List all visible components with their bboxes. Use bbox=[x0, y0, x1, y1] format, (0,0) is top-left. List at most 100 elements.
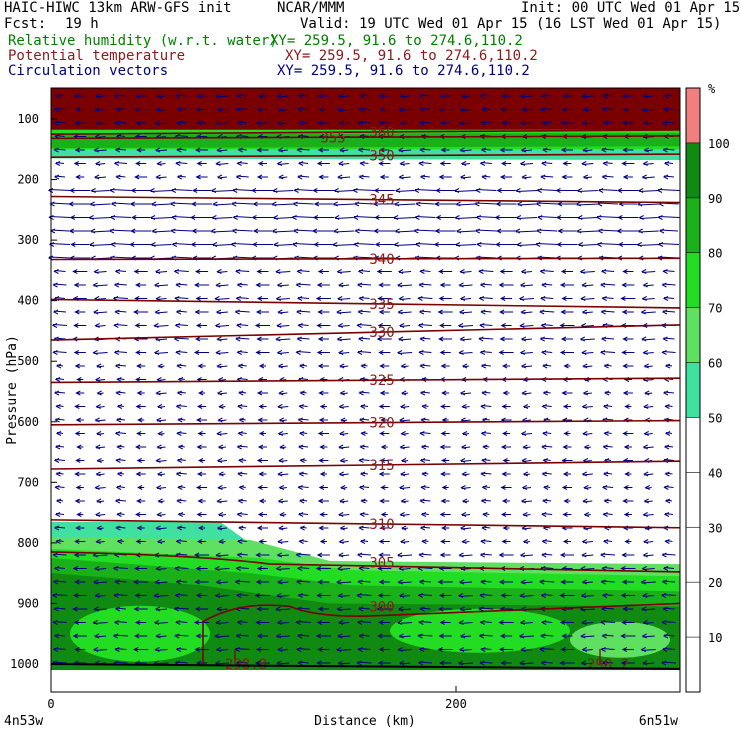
wind-vector bbox=[500, 323, 512, 328]
wind-vector bbox=[133, 309, 149, 315]
wind-vector bbox=[597, 188, 618, 193]
wind-vector bbox=[437, 647, 453, 652]
wind-vector bbox=[116, 471, 124, 477]
wind-vector bbox=[559, 282, 574, 288]
wind-vector bbox=[235, 107, 249, 112]
wind-vector bbox=[480, 498, 491, 504]
wind-vector bbox=[296, 566, 310, 571]
wind-vector bbox=[340, 485, 348, 490]
wind-vector bbox=[339, 458, 348, 463]
valid-time: Valid: 19 UTC Wed 01 Apr 15 (16 LST Wed … bbox=[300, 16, 722, 32]
wind-vector bbox=[237, 404, 248, 409]
wind-vector bbox=[216, 269, 228, 274]
wind-vector bbox=[459, 606, 472, 612]
wind-vector bbox=[379, 174, 389, 180]
wind-vector bbox=[297, 161, 309, 166]
wind-vector bbox=[359, 444, 369, 450]
wind-vector bbox=[256, 174, 268, 180]
wind-vector bbox=[542, 431, 552, 436]
wind-vector bbox=[256, 525, 268, 531]
wind-vector bbox=[643, 120, 654, 126]
wind-vector bbox=[623, 512, 632, 517]
wind-vector bbox=[149, 215, 173, 220]
wind-vector bbox=[134, 633, 148, 639]
wind-vector bbox=[380, 417, 389, 423]
wind-vector bbox=[537, 215, 557, 220]
wind-vector bbox=[336, 269, 351, 274]
wind-vector bbox=[215, 647, 228, 652]
wind-vector bbox=[498, 552, 514, 558]
wind-vector bbox=[114, 431, 126, 436]
wind-vector bbox=[643, 431, 653, 436]
wind-vector bbox=[581, 309, 593, 315]
wind-vector bbox=[256, 566, 268, 571]
wind-vector bbox=[250, 188, 274, 193]
wind-vector bbox=[581, 539, 593, 544]
wind-vector bbox=[638, 188, 659, 193]
wind-vector bbox=[153, 350, 169, 355]
wind-vector bbox=[48, 215, 71, 220]
wind-vector bbox=[359, 539, 369, 544]
wind-vector bbox=[480, 431, 491, 436]
wind-vector bbox=[541, 552, 553, 558]
wind-vector bbox=[399, 93, 410, 99]
wind-vector bbox=[337, 107, 351, 112]
wind-vector bbox=[581, 620, 594, 625]
wind-vector bbox=[642, 282, 654, 288]
wind-vector bbox=[638, 215, 658, 220]
wind-vector bbox=[113, 350, 127, 355]
wind-vector bbox=[191, 228, 212, 234]
wind-vector bbox=[418, 161, 432, 166]
wind-vector bbox=[602, 120, 613, 126]
wind-vector bbox=[174, 566, 189, 571]
wind-vector bbox=[457, 593, 474, 598]
wind-vector bbox=[291, 242, 315, 247]
wind-vector bbox=[114, 269, 126, 274]
wind-vector bbox=[114, 498, 126, 504]
wind-vector bbox=[337, 593, 350, 598]
wind-vector bbox=[318, 107, 329, 112]
wind-vector bbox=[177, 444, 185, 450]
wind-vector bbox=[195, 323, 208, 328]
wind-vector bbox=[357, 120, 371, 126]
wind-vector bbox=[393, 242, 416, 247]
wind-vector bbox=[561, 107, 573, 112]
wind-vector bbox=[154, 269, 168, 274]
wind-vector bbox=[661, 309, 676, 315]
wind-vector bbox=[74, 498, 85, 504]
wind-vector bbox=[113, 620, 127, 625]
wind-vector bbox=[156, 539, 166, 544]
wind-vector bbox=[52, 620, 67, 625]
wind-vector bbox=[541, 120, 552, 126]
wind-vector bbox=[176, 363, 187, 369]
wind-vector bbox=[562, 471, 571, 477]
wind-vector bbox=[478, 336, 494, 342]
wind-vector bbox=[53, 174, 66, 180]
wind-vector bbox=[399, 404, 410, 409]
wind-vector bbox=[662, 390, 675, 396]
wind-vector bbox=[136, 431, 146, 436]
wind-vector bbox=[275, 606, 291, 612]
wind-vector bbox=[420, 417, 430, 423]
wind-vector bbox=[602, 444, 613, 450]
wind-vector bbox=[95, 404, 105, 409]
wind-vector bbox=[92, 309, 108, 315]
wind-vector bbox=[441, 458, 450, 463]
wind-vector bbox=[660, 593, 677, 598]
wind-vector bbox=[461, 404, 470, 409]
wind-vector bbox=[600, 647, 615, 652]
wind-vector bbox=[257, 93, 267, 99]
wind-vector bbox=[238, 458, 247, 463]
wind-vector bbox=[338, 404, 349, 409]
wind-vector bbox=[461, 363, 470, 369]
wind-vector bbox=[256, 147, 269, 153]
wind-vector bbox=[236, 660, 249, 666]
wind-vector bbox=[357, 309, 371, 315]
wind-vector bbox=[156, 93, 166, 99]
wind-vector bbox=[481, 458, 491, 463]
wind-vector bbox=[54, 377, 65, 382]
isentrope-label: 310 bbox=[369, 517, 394, 533]
wind-vector bbox=[70, 242, 90, 247]
wind-vector bbox=[116, 444, 125, 450]
wind-vector bbox=[624, 404, 632, 409]
